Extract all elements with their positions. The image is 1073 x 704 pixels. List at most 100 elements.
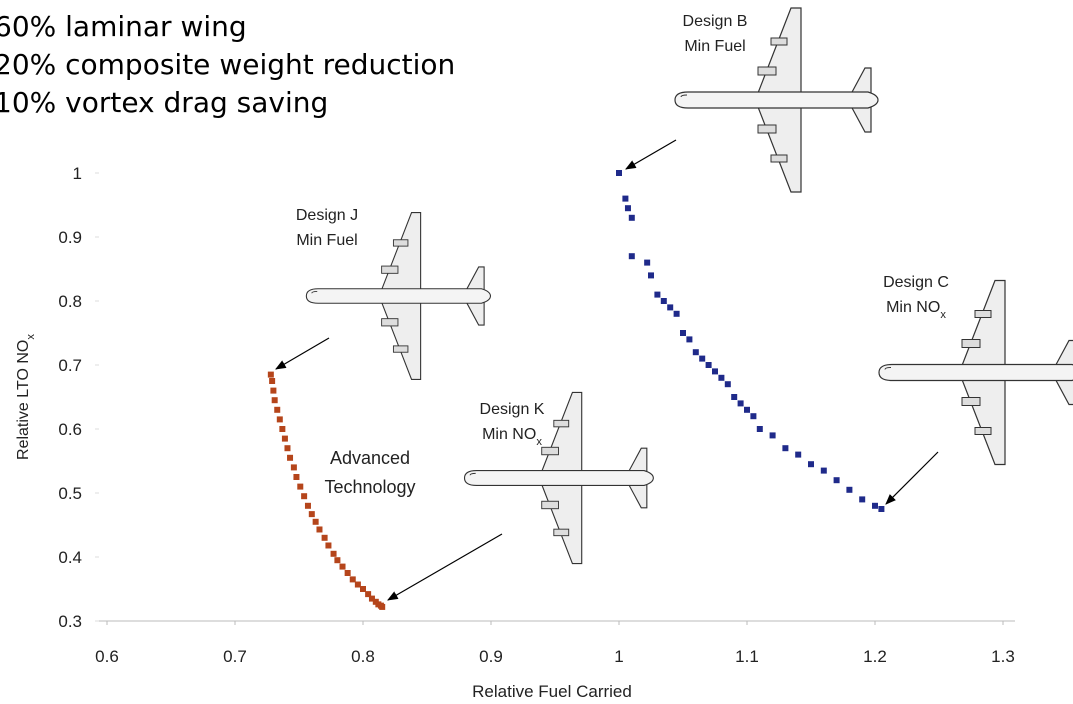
annotation-main: Min NO [886,299,940,316]
scatter-point [846,487,852,493]
annotation: Min Fuel [296,232,357,249]
scatter-point [345,570,351,576]
scatter-point [616,170,622,176]
airplane [675,8,878,192]
annotation: Advanced [330,448,410,468]
scatter-point [334,557,340,563]
arrow [276,338,329,369]
scatter-point [316,526,322,532]
scatter-point [731,394,737,400]
scatter-point [291,464,297,470]
scatter-point [686,336,692,342]
x-tick-label: 1.2 [863,647,887,666]
scatter-point [738,400,744,406]
scatter-point [297,484,303,490]
scatter-point [322,535,328,541]
scatter-point [629,253,635,259]
scatter-point [279,426,285,432]
scatter-point [834,477,840,483]
scatter-point [808,461,814,467]
annotation-main: Min NO [482,426,536,443]
scatter-point [325,542,331,548]
scatter-point [355,582,361,588]
annotation: Design B [683,13,748,30]
scatter-point [667,304,673,310]
annotation: Min Fuel [684,38,745,55]
scatter-point [282,436,288,442]
x-axis-label: Relative Fuel Carried [472,682,632,701]
scatter-point [379,604,385,610]
arrow [388,534,502,600]
scatter-point [625,205,631,211]
scatter-point [872,503,878,509]
scatter-point [750,413,756,419]
header-line: 20% composite weight reduction [0,48,455,81]
scatter-point [644,260,650,266]
scatter-point [340,564,346,570]
scatter-point [859,496,865,502]
y-tick-label: 0.3 [58,612,82,631]
airplanes [306,8,1073,564]
scatter-point [277,416,283,422]
scatter-point [699,356,705,362]
scatter-point [272,397,278,403]
scatter-point [706,362,712,368]
scatter-point [313,519,319,525]
scatter-point [269,378,275,384]
y-tick-label: 0.5 [58,484,82,503]
y-tick-label: 1 [73,164,82,183]
y-axis-label-sub: x [25,334,37,340]
y-tick-label: 0.6 [58,420,82,439]
y-tick-label: 0.8 [58,292,82,311]
scatter-point [293,474,299,480]
y-tick-label: 0.7 [58,356,82,375]
x-tick-label: 0.8 [351,647,375,666]
annotation: Min NOx [482,426,542,448]
scatter-point [680,330,686,336]
y-tick-label: 0.4 [58,548,82,567]
scatter-point [821,468,827,474]
annotation: Design J [296,207,358,224]
header-line: 10% vortex drag saving [0,86,328,119]
scatter-point [878,506,884,512]
annotation-sub: x [536,436,542,448]
annotation: Design C [883,274,949,291]
x-tick-label: 0.6 [95,647,119,666]
x-tick-label: 0.9 [479,647,503,666]
scatter-point [284,445,290,451]
scatter-point [674,311,680,317]
arrow [886,452,938,504]
arrows [276,140,938,600]
scatter-point [309,511,315,517]
scatter-point [301,493,307,499]
scatter-point [712,368,718,374]
scatter-point [718,375,724,381]
scatter-point [622,196,628,202]
header-line: 60% laminar wing [0,10,247,43]
scatter-point [350,576,356,582]
x-tick-label: 1.3 [991,647,1015,666]
scatter-point [270,388,276,394]
scatter-point [287,455,293,461]
scatter-point [693,349,699,355]
y-tick-label: 0.9 [58,228,82,247]
annotation: Design K [480,401,545,418]
annotation-sub: x [940,309,946,321]
x-tick-label: 0.7 [223,647,247,666]
scatter-point [629,215,635,221]
scatter-point [770,432,776,438]
scatter-point [648,272,654,278]
scatter-point [725,381,731,387]
chart: 60% laminar wing 20% composite weight red… [0,0,1073,704]
scatter-point [757,426,763,432]
annotation: Technology [324,477,415,497]
x-tick-label: 1 [614,647,623,666]
airplane [465,392,654,563]
scatter-point [331,551,337,557]
scatter-point [360,586,366,592]
annotation: Min NOx [886,299,946,321]
y-axis-label-main: Relative LTO NO [15,340,32,460]
scatter-point [305,503,311,509]
scatter-point [654,292,660,298]
scatter-point [744,407,750,413]
